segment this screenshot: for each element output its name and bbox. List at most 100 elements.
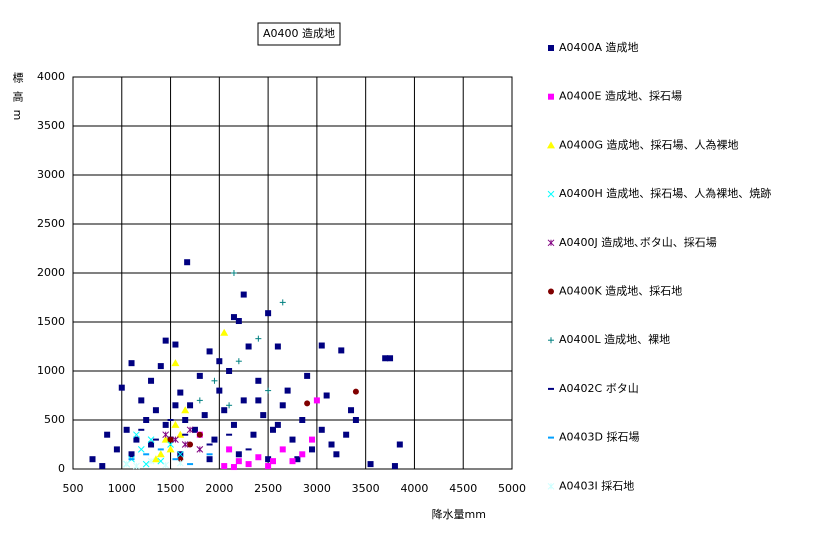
point (220, 328, 229, 336)
point (216, 358, 223, 365)
point (206, 348, 213, 355)
legend-item: A0400K 造成地、採石地 (548, 284, 682, 298)
point (235, 458, 242, 465)
point (221, 407, 228, 414)
point (304, 372, 311, 379)
point (265, 463, 272, 470)
marker-part (348, 407, 355, 414)
point (274, 421, 281, 428)
marker-part (274, 343, 281, 350)
y-tick-label: 4000 (37, 70, 65, 83)
marker-part (255, 377, 262, 384)
legend-label: A0403I 採石地 (559, 478, 634, 492)
marker-part (245, 343, 252, 350)
point (255, 454, 262, 461)
legend-label: A0403D 採石場 (559, 430, 640, 444)
marker-part (250, 431, 257, 438)
point (382, 355, 389, 362)
point (162, 421, 169, 428)
point (176, 430, 185, 438)
marker-part (352, 388, 359, 395)
point (166, 445, 175, 453)
marker-part (318, 342, 325, 349)
marker-part (299, 417, 306, 423)
marker-part (142, 460, 150, 468)
marker-part (162, 421, 169, 428)
marker-part (294, 456, 301, 463)
point (294, 456, 301, 463)
point (156, 450, 165, 458)
point (172, 402, 179, 409)
point (279, 446, 286, 453)
legend-label: A0402C ボタ山 (559, 382, 639, 395)
point (123, 426, 130, 433)
point (187, 402, 194, 409)
y-tick-label: 2500 (37, 217, 65, 230)
point (142, 460, 150, 468)
point (245, 343, 252, 350)
marker-part (284, 387, 291, 394)
marker-part (156, 450, 165, 458)
point (230, 314, 237, 321)
marker-part (128, 451, 135, 458)
point (333, 451, 340, 458)
marker-part (387, 355, 394, 362)
marker-part (138, 397, 145, 404)
marker-part (184, 259, 191, 266)
marker-part (206, 456, 213, 463)
point (206, 456, 213, 463)
point (133, 462, 140, 470)
marker-part (181, 406, 190, 414)
point (123, 460, 131, 468)
point (221, 463, 228, 470)
marker-part (318, 426, 325, 433)
marker-part (201, 412, 208, 419)
point (151, 455, 160, 463)
marker-part (245, 461, 252, 468)
marker-part (343, 431, 350, 438)
marker-part (265, 310, 272, 317)
marker-part (328, 441, 335, 448)
y-tick-label: 3500 (37, 119, 65, 132)
point (548, 337, 554, 344)
point (235, 451, 242, 458)
point (143, 417, 150, 423)
marker-part (148, 441, 155, 448)
point (181, 441, 189, 448)
marker-part (299, 451, 306, 458)
marker-part (176, 450, 184, 458)
marker-part (133, 436, 140, 443)
point (176, 450, 184, 458)
x-tick-label: 4000 (400, 482, 428, 495)
chart-title: A0400 造成地 (263, 26, 335, 40)
legend-item: A0400L 造成地、裸地 (548, 332, 670, 346)
marker-part (255, 454, 262, 461)
legend-label: A0400E 造成地、採石場 (559, 89, 682, 103)
marker-part (338, 347, 345, 354)
point (265, 456, 272, 463)
marker-part (313, 397, 320, 404)
y-tick-label: 1000 (37, 364, 65, 377)
marker-part (171, 359, 180, 367)
point (240, 291, 247, 298)
marker-part (352, 417, 359, 423)
point (250, 431, 257, 438)
point (148, 441, 155, 448)
marker-part (99, 463, 106, 470)
point (396, 441, 403, 448)
marker-part (171, 420, 180, 428)
marker-part (196, 431, 203, 438)
point (118, 384, 125, 391)
marker-part (167, 436, 174, 443)
point (191, 426, 198, 433)
point (323, 392, 330, 399)
marker-part (123, 426, 130, 433)
point (255, 397, 262, 404)
marker-part (265, 456, 272, 463)
legend-label: A0400G 造成地、採石場、人為裸地 (559, 137, 739, 151)
y-tick-label: 1500 (37, 315, 65, 328)
marker-part (547, 141, 555, 149)
marker-part (89, 456, 96, 463)
marker-part (274, 421, 281, 428)
